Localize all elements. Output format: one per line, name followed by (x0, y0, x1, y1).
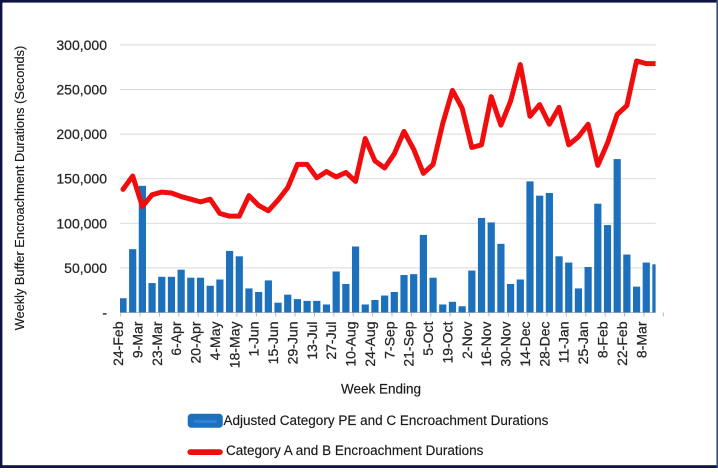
svg-text:23-Mar: 23-Mar (149, 321, 165, 366)
svg-text:200,000: 200,000 (56, 126, 107, 142)
svg-text:5-Oct: 5-Oct (420, 321, 436, 355)
svg-text:27-Jul: 27-Jul (323, 322, 339, 360)
svg-text:6-Apr: 6-Apr (168, 321, 184, 356)
svg-text:24-Aug: 24-Aug (362, 322, 378, 367)
svg-text:13-Jul: 13-Jul (304, 322, 320, 360)
svg-text:21-Sep: 21-Sep (401, 321, 417, 366)
svg-text:15-Jun: 15-Jun (265, 322, 281, 365)
svg-text:16-Nov: 16-Nov (478, 322, 494, 367)
svg-text:25-Jan: 25-Jan (575, 322, 591, 365)
svg-text:150,000: 150,000 (56, 171, 107, 187)
svg-text:2-Nov: 2-Nov (459, 322, 475, 359)
svg-text:28-Dec: 28-Dec (536, 322, 552, 367)
svg-text:8-Feb: 8-Feb (595, 321, 611, 358)
svg-text:20-Apr: 20-Apr (188, 321, 204, 363)
svg-text:Week Ending: Week Ending (341, 382, 421, 397)
svg-text:4-May: 4-May (207, 322, 223, 361)
svg-text:250,000: 250,000 (56, 82, 107, 98)
svg-text:22-Feb: 22-Feb (614, 321, 630, 366)
svg-text:9-Mar: 9-Mar (129, 321, 145, 358)
svg-text:10-Aug: 10-Aug (343, 322, 359, 367)
svg-text:11-Jan: 11-Jan (556, 322, 572, 364)
svg-text:Category A and B Encroachment: Category A and B Encroachment Durations (226, 443, 484, 458)
svg-text:Weekly Buffer Encroachment Dur: Weekly Buffer Encroachment Durations (Se… (12, 46, 27, 330)
svg-text:300,000: 300,000 (56, 37, 107, 53)
svg-text:24-Feb: 24-Feb (110, 321, 126, 366)
svg-text:50,000: 50,000 (64, 260, 107, 276)
svg-text:-: - (102, 305, 107, 321)
svg-text:Adjusted Category PE and C Enc: Adjusted Category PE and C Encroachment … (224, 413, 549, 428)
svg-text:30-Nov: 30-Nov (498, 322, 514, 367)
svg-text:1-Jun: 1-Jun (246, 322, 262, 357)
svg-text:18-May: 18-May (226, 322, 242, 369)
svg-text:7-Sep: 7-Sep (381, 321, 397, 359)
svg-text:100,000: 100,000 (56, 215, 107, 231)
svg-text:14-Dec: 14-Dec (517, 322, 533, 367)
svg-text:29-Jun: 29-Jun (284, 322, 300, 365)
svg-text:19-Oct: 19-Oct (439, 321, 455, 363)
svg-text:8-Mar: 8-Mar (633, 321, 649, 358)
